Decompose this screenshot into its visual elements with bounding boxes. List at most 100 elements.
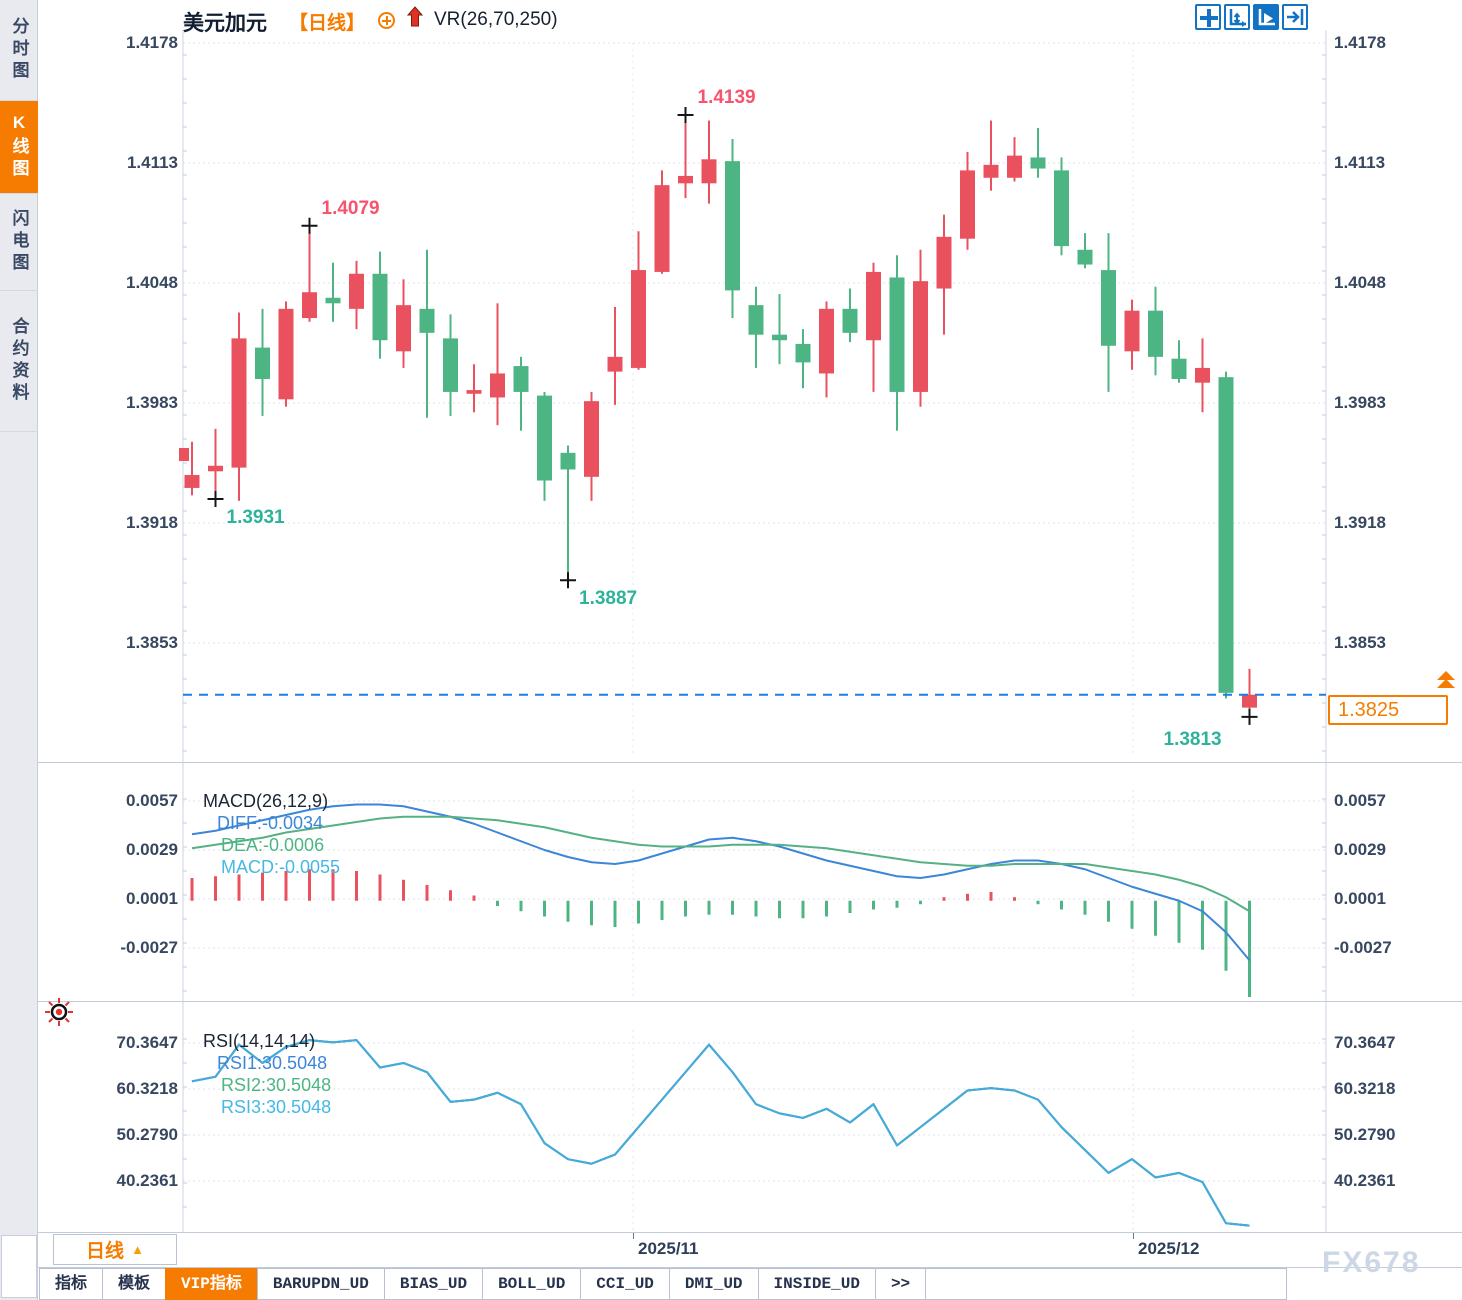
candle-body[interactable]: [349, 273, 364, 309]
candle-body[interactable]: [490, 373, 505, 398]
candle-body[interactable]: [819, 308, 834, 374]
current-price-tag[interactable]: 1.3825: [1328, 695, 1448, 725]
candle-body[interactable]: [208, 465, 223, 472]
candle-body[interactable]: [1101, 270, 1116, 346]
candle-body[interactable]: [1171, 358, 1187, 379]
sun-indicator-icon[interactable]: [44, 997, 74, 1027]
swing-low-label: 1.3887: [579, 588, 638, 610]
candle-body[interactable]: [513, 366, 529, 392]
candle-body[interactable]: [419, 308, 435, 333]
macd-axis-label: 0.0029: [126, 840, 178, 859]
rsi2-value: RSI2:30.5048: [221, 1075, 332, 1095]
rsi-title[interactable]: RSI(14,14,14): [203, 1031, 316, 1051]
candle-body[interactable]: [936, 236, 952, 289]
price-axis-label: 1.3918: [1334, 513, 1386, 532]
candle-body[interactable]: [302, 292, 317, 319]
left-sidebar: 分时图 K线图 闪电图 合约资料: [0, 0, 38, 1300]
rsi-axis-label: 40.2361: [1334, 1170, 1396, 1190]
candle-body[interactable]: [584, 401, 599, 477]
candle-body[interactable]: [1030, 157, 1046, 169]
price-axis-label: 1.3853: [126, 633, 178, 652]
auto-scale-icon[interactable]: [1253, 4, 1279, 30]
candle-body[interactable]: [772, 334, 787, 341]
candle-body[interactable]: [1148, 310, 1163, 357]
candle-body[interactable]: [1007, 155, 1022, 178]
bottom-tab-bias_ud[interactable]: BIAS_UD: [383, 1268, 484, 1300]
candle-body[interactable]: [889, 277, 905, 392]
candle-body[interactable]: [1195, 367, 1210, 383]
candle-body[interactable]: [1218, 377, 1234, 693]
jump-to-latest-icon[interactable]: [1282, 4, 1308, 30]
sidebar-tab-2[interactable]: K线图: [0, 101, 38, 194]
candle-body[interactable]: [1124, 310, 1140, 352]
candle-body[interactable]: [537, 395, 552, 481]
sidebar-tab-1[interactable]: 分时图: [0, 0, 38, 101]
candle-body[interactable]: [866, 271, 881, 341]
sidebar-tab-3[interactable]: 闪电图: [0, 194, 38, 291]
rsi2-line: [191, 1039, 1250, 1227]
rsi1-line: [191, 1039, 1250, 1227]
candle-body[interactable]: [701, 159, 717, 184]
candle-body[interactable]: [396, 305, 411, 352]
candle-body[interactable]: [466, 390, 482, 394]
candle-body[interactable]: [325, 297, 341, 304]
candle-body[interactable]: [1242, 694, 1257, 708]
add-circle-icon[interactable]: [378, 12, 395, 29]
candle-body[interactable]: [748, 305, 764, 335]
low-cross-marker: [560, 572, 576, 589]
date-tick: [1133, 1233, 1134, 1239]
bottom-tab-[interactable]: 指标: [39, 1268, 104, 1300]
macd-title[interactable]: MACD(26,12,9): [203, 791, 329, 811]
candle-body[interactable]: [983, 164, 999, 178]
candle-body[interactable]: [960, 170, 975, 239]
candle-body[interactable]: [255, 347, 270, 379]
current-price-value: 1.3825: [1338, 699, 1400, 721]
bottom-tab->>[interactable]: >>: [874, 1268, 927, 1300]
candle-body[interactable]: [607, 356, 623, 372]
crosshair-tool-icon[interactable]: [1195, 4, 1221, 30]
bottom-tab-vip[interactable]: VIP指标: [165, 1268, 258, 1300]
candle-body[interactable]: [443, 338, 458, 392]
candle-body[interactable]: [231, 338, 247, 468]
bottom-tab-cci_ud[interactable]: CCI_UD: [580, 1268, 670, 1300]
candle-body[interactable]: [678, 175, 693, 184]
low-cross-marker: [207, 491, 224, 507]
candle-body[interactable]: [560, 452, 576, 470]
period-tag[interactable]: 【日线】: [289, 13, 366, 34]
bottom-tab-dmi_ud[interactable]: DMI_UD: [668, 1268, 759, 1300]
price-axis-label: 1.4178: [1334, 33, 1386, 52]
candle-body[interactable]: [842, 308, 858, 333]
macd-histogram: [190, 869, 1251, 997]
axis-position-marker: [179, 448, 189, 461]
candle-body[interactable]: [725, 161, 740, 291]
candle-body[interactable]: [654, 185, 670, 272]
bottom-tab-inside_ud[interactable]: INSIDE_UD: [757, 1268, 876, 1300]
bottom-tab-barupdn_ud[interactable]: BARUPDN_UD: [256, 1268, 385, 1300]
macd-dea-value: DEA:-0.0006: [221, 835, 325, 855]
indicator-title[interactable]: VR(26,70,250): [434, 9, 558, 30]
candle-body[interactable]: [1054, 170, 1069, 247]
watermark: FX678: [1322, 1246, 1421, 1279]
price-axis-label: 1.4178: [126, 33, 178, 52]
fit-axis-icon[interactable]: [1224, 4, 1250, 30]
bottom-tab-boll_ud[interactable]: BOLL_UD: [482, 1268, 582, 1300]
candle-body[interactable]: [631, 270, 646, 368]
candle-body[interactable]: [1077, 249, 1093, 265]
swing-low-label: 1.3813: [1163, 728, 1222, 750]
low-cross-marker: [1241, 708, 1258, 725]
candle-body[interactable]: [372, 273, 388, 341]
candle-body[interactable]: [184, 475, 200, 488]
sidebar-tab-4[interactable]: 合约资料: [0, 291, 38, 432]
high-cross-marker: [677, 107, 694, 123]
bottom-tab-[interactable]: 模板: [102, 1268, 167, 1300]
candle-body[interactable]: [913, 281, 928, 392]
period-selector[interactable]: 日线 ▲: [53, 1234, 177, 1265]
candle-body[interactable]: [278, 308, 294, 400]
period-selector-label: 日线: [86, 1241, 125, 1262]
candlestick-series[interactable]: [184, 115, 1258, 717]
sidebar-bottom-cell: [1, 1235, 37, 1298]
rsi-axis-label: 70.3647: [116, 1033, 178, 1052]
candle-body[interactable]: [795, 343, 811, 363]
